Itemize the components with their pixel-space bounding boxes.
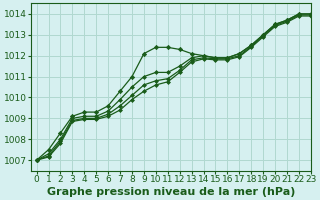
X-axis label: Graphe pression niveau de la mer (hPa): Graphe pression niveau de la mer (hPa) [46, 187, 295, 197]
